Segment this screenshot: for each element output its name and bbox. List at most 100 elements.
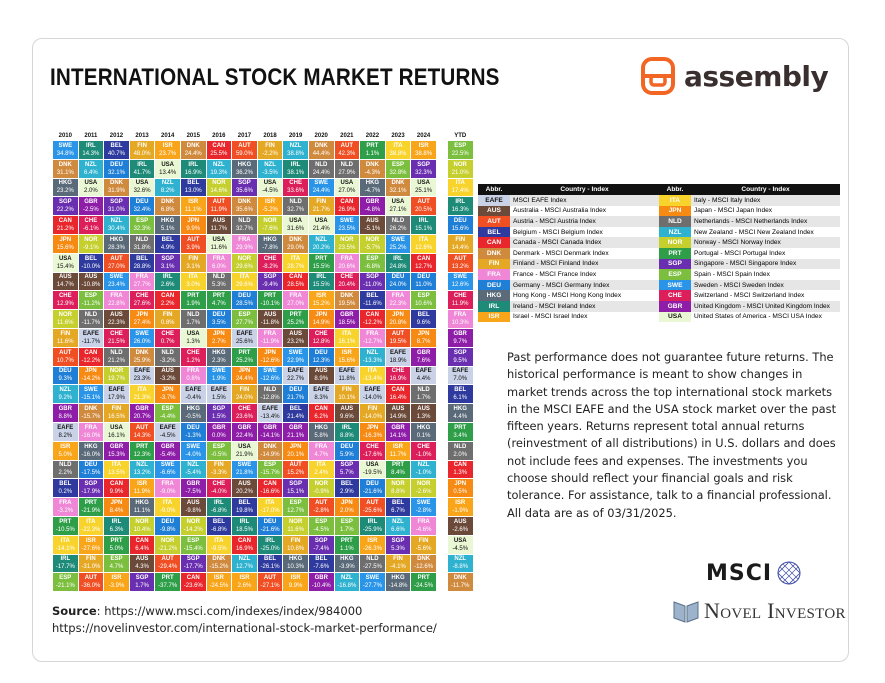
- return-value: 22.3%: [389, 301, 407, 308]
- return-value: 16.9%: [389, 376, 407, 383]
- country-abbr: SGP: [135, 575, 149, 582]
- return-value: 24.8%: [389, 263, 407, 270]
- return-cell: AUS -5.1%: [359, 215, 386, 235]
- country-abbr: PRT: [161, 575, 174, 582]
- country-abbr: USA: [135, 180, 149, 187]
- country-abbr: EAFE: [313, 387, 330, 394]
- return-cell: JPN 15.6%: [52, 233, 79, 254]
- return-cell: DEU -9.8%: [154, 515, 181, 536]
- country-abbr: NLD: [366, 556, 379, 563]
- legend-country-index: Spain - MSCI Spain Index: [694, 270, 770, 278]
- return-value: 28.3%: [107, 244, 125, 251]
- legend-row: DEU Germany - MSCI Germany Index SWE Sweden…: [478, 279, 840, 291]
- return-cell: DEU -17.5%: [77, 459, 105, 480]
- country-abbr: AUS: [212, 218, 226, 225]
- return-value: 22.3%: [107, 320, 125, 327]
- return-cell: NLD 1.7%: [410, 384, 437, 405]
- legend-country-index: Israel - MSCI Israel Index: [513, 313, 588, 321]
- return-cell: NLD -11.7%: [77, 309, 105, 329]
- country-abbr: SWE: [339, 218, 354, 225]
- column-gap: [436, 290, 448, 310]
- return-cell: NLD 32.7%: [282, 196, 309, 217]
- return-value: 5.0%: [109, 545, 124, 552]
- country-abbr: DEU: [58, 368, 72, 375]
- country-abbr: SWE: [135, 330, 149, 337]
- return-value: 12.7%: [287, 508, 305, 515]
- return-value: 18.5%: [235, 526, 253, 533]
- country-abbr: NOR: [58, 312, 72, 319]
- return-cell: NZL -3.5%: [256, 158, 284, 179]
- return-cell: HKG 10.3%: [282, 553, 309, 574]
- return-value: 2.9%: [339, 489, 354, 496]
- country-abbr: IRL: [188, 161, 199, 168]
- return-value: 12.7%: [415, 263, 433, 270]
- return-cell: IRL -6.8%: [205, 497, 233, 517]
- return-cell: NOR 11.6%: [52, 309, 79, 329]
- return-cell: BEL 0.2%: [52, 478, 79, 499]
- return-cell: FIN 11.6%: [52, 327, 79, 348]
- return-value: 23.2%: [56, 188, 74, 195]
- return-value: 5.7%: [339, 470, 354, 477]
- return-value: 21.0%: [451, 169, 469, 176]
- source-link-msci[interactable]: : https://www.msci.com/indexes/index/984…: [96, 604, 363, 618]
- return-value: 32.4%: [133, 207, 151, 214]
- return-value: 38.8%: [287, 150, 305, 157]
- country-abbr: GBR: [135, 406, 149, 413]
- rank-row: FIN 11.6% EAFE -11.7% CHE 21.5% SWE 26.0% CHE 0.7…: [52, 327, 474, 348]
- return-value: 14.9%: [389, 414, 407, 421]
- country-abbr: DEU: [391, 274, 405, 281]
- country-abbr: FRA: [187, 368, 200, 375]
- return-cell: HKG 28.3%: [103, 233, 130, 254]
- country-abbr: IRL: [455, 199, 466, 206]
- return-value: 32.1%: [107, 169, 125, 176]
- return-value: -6.1%: [83, 226, 99, 233]
- return-value: -4.5%: [452, 545, 469, 552]
- return-cell: NZL 30.4%: [103, 215, 130, 235]
- country-abbr: AUT: [135, 424, 149, 431]
- return-cell: ITA -14.1%: [52, 534, 79, 555]
- country-abbr: USA: [417, 180, 430, 187]
- return-cell: NZL -13.3%: [359, 346, 386, 367]
- return-value: 59.0%: [235, 150, 253, 157]
- return-cell: USA 31.6%: [282, 215, 309, 235]
- country-abbr: NLD: [212, 274, 226, 281]
- return-value: 23.7%: [159, 150, 177, 157]
- return-value: -17.7%: [55, 564, 75, 571]
- return-value: 8.4%: [109, 508, 124, 515]
- return-value: 2.6%: [160, 282, 175, 289]
- legend-country-index: MSCI EAFE Index: [510, 195, 659, 206]
- return-value: 8.2%: [58, 432, 73, 439]
- country-abbr: FIN: [60, 330, 71, 337]
- country-abbr: AUS: [135, 556, 149, 563]
- return-cell: AUT 14.3%: [128, 421, 156, 442]
- return-cell: IRL 38.1%: [282, 158, 309, 179]
- rank-row: CAN 21.2% CHE -6.1% NZL 30.4% ESP 32.3% HKG 5.1% J…: [52, 215, 474, 235]
- column-gap: [436, 572, 448, 592]
- return-cell: AUS 11.7%: [205, 215, 233, 235]
- return-cell: ISR 11.9%: [128, 478, 156, 499]
- return-value: 16.9%: [235, 545, 253, 552]
- rank-row: HKG 23.2% USA 2.0% DNK 31.9% USA 32.6% NZL 8.2% BE…: [52, 177, 474, 198]
- return-value: 11.9%: [451, 301, 469, 308]
- country-abbr: USA: [453, 537, 467, 544]
- return-value: -27.6%: [81, 545, 101, 552]
- return-cell: EAFE 1.5%: [205, 384, 233, 405]
- return-cell: AUS -10.8%: [77, 271, 105, 292]
- return-value: 15.1%: [415, 226, 433, 233]
- country-abbr: ESP: [454, 142, 467, 149]
- return-cell: BEL 9.6%: [410, 309, 437, 329]
- country-abbr: FIN: [188, 255, 199, 262]
- year-header: YTD: [454, 133, 467, 139]
- country-abbr: PRT: [84, 500, 97, 507]
- country-abbr: HKG: [314, 424, 328, 431]
- return-value: 2.0%: [339, 508, 354, 515]
- source-link-novel-investor[interactable]: https://novelinvestor.com/international-…: [52, 621, 437, 635]
- return-value: 15.5%: [312, 282, 330, 289]
- country-abbr: ESP: [84, 293, 97, 300]
- return-value: -13.4%: [260, 414, 280, 421]
- return-cell: GBR 15.3%: [103, 440, 130, 461]
- country-abbr: HKG: [365, 180, 380, 187]
- return-cell: NLD -27.5%: [359, 553, 386, 574]
- return-value: 4.7%: [212, 301, 226, 308]
- return-cell: DNK 44.4%: [307, 140, 335, 160]
